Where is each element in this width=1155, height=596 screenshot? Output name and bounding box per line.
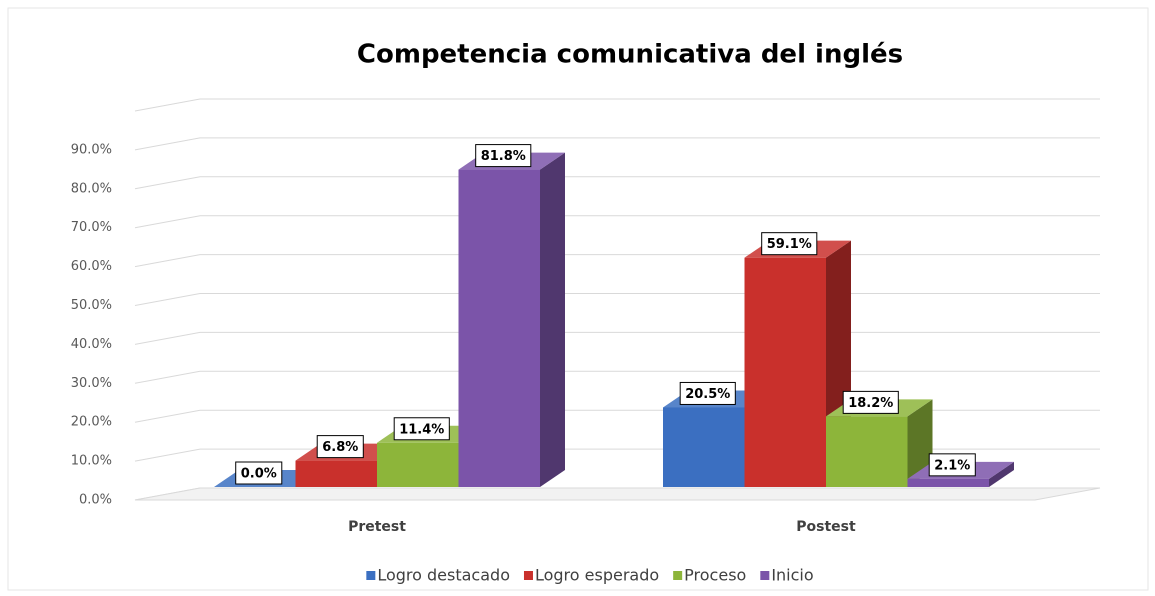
data-label-text: 18.2%: [848, 396, 893, 411]
y-tick-label: 10.0%: [71, 454, 112, 469]
x-tick-label: Postest: [796, 519, 856, 535]
legend-label: Inicio: [771, 566, 813, 585]
bar: [458, 152, 565, 487]
data-label-text: 0.0%: [241, 467, 277, 482]
grid-line: [134, 98, 1100, 112]
bar-front: [744, 257, 826, 487]
data-label-text: 20.5%: [685, 387, 730, 402]
y-tick-label: 60.0%: [71, 259, 112, 274]
y-tick-label: 20.0%: [71, 415, 112, 430]
data-label-text: 11.4%: [399, 422, 444, 437]
y-tick-label: 30.0%: [71, 376, 112, 391]
bar-side: [907, 399, 933, 487]
legend-label: Logro esperado: [535, 566, 659, 585]
data-label: 2.1%: [928, 453, 976, 477]
data-label-box: [393, 417, 450, 441]
data-label-text: 81.8%: [481, 149, 526, 164]
bar-side: [540, 152, 565, 487]
data-label: 18.2%: [842, 390, 899, 414]
data-label: 0.0%: [235, 461, 283, 485]
floor: [134, 487, 1101, 501]
data-label: 6.8%: [316, 435, 364, 459]
x-tick-label: Pretest: [348, 519, 406, 535]
data-label: 11.4%: [393, 417, 450, 441]
bar-front: [458, 169, 540, 487]
legend: Logro destacado Logro esperado Proceso Inic…: [366, 566, 814, 585]
data-label-box: [679, 381, 736, 405]
y-tick-label: 50.0%: [71, 298, 112, 313]
legend-swatch: [760, 571, 770, 580]
legend-swatch: [673, 571, 683, 580]
legend-label: Proceso: [684, 566, 746, 585]
y-tick-label: 70.0%: [71, 220, 112, 235]
data-label-box: [761, 232, 818, 256]
data-label-text: 6.8%: [322, 440, 358, 455]
chart-title: Competencia comunicativa del inglés: [357, 40, 903, 70]
bar-front: [826, 416, 908, 487]
data-label-text: 2.1%: [934, 458, 970, 473]
data-label-text: 59.1%: [767, 237, 812, 252]
data-label-box: [475, 144, 532, 168]
grid-line: [134, 137, 1100, 151]
data-label: 59.1%: [761, 232, 818, 256]
legend-swatch: [366, 571, 376, 580]
bar-front: [907, 478, 989, 487]
bar-side: [989, 461, 1014, 487]
legend-label: Logro destacado: [377, 566, 510, 585]
data-label: 81.8%: [475, 144, 532, 168]
bar-front: [295, 460, 377, 487]
chart-frame: [7, 7, 1149, 591]
data-label-box: [316, 435, 364, 459]
y-tick-label: 90.0%: [71, 142, 112, 157]
data-label-box: [842, 390, 899, 414]
y-tick-label: 0.0%: [79, 493, 112, 508]
bar-front: [663, 407, 745, 487]
data-label-box: [235, 461, 283, 485]
bar-front: [377, 442, 459, 487]
y-tick-label: 40.0%: [71, 337, 112, 352]
grid-line: [134, 176, 1100, 190]
legend-swatch: [523, 571, 533, 580]
data-label: 20.5%: [679, 381, 736, 405]
grid-line: [134, 215, 1100, 229]
data-label-box: [928, 453, 976, 477]
y-tick-label: 80.0%: [71, 181, 112, 196]
